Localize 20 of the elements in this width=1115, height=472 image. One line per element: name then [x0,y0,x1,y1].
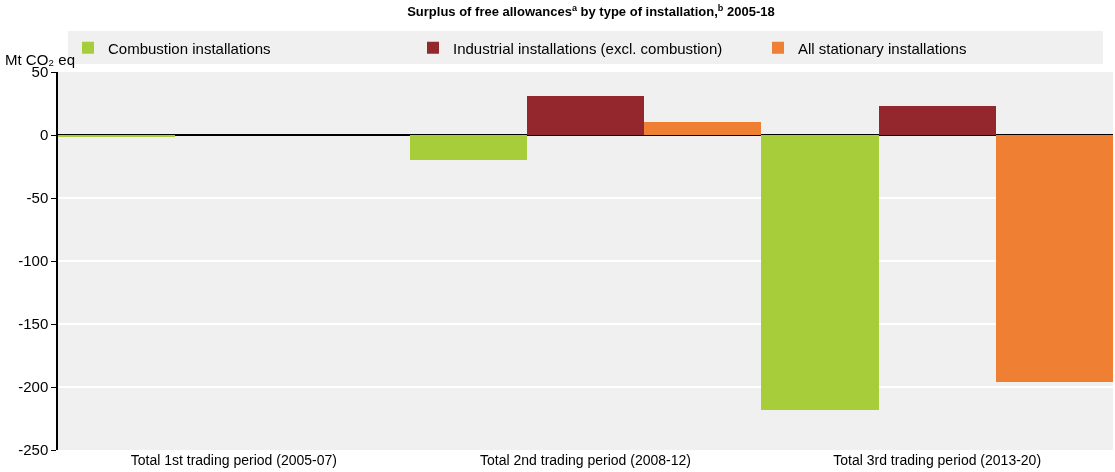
bar [761,135,879,410]
y-tick-label: -150 [18,315,49,333]
legend-label: Industrial installations (excl. combustion) [453,39,723,57]
bar [644,122,761,135]
bar [410,135,527,160]
y-tick-label: -100 [18,252,49,270]
legend-label: All stationary installations [798,39,967,57]
x-tick-label: Total 3rd trading period (2013-20) [833,452,1042,468]
chart-title: Surplus of free allowances$^{a}$ by type of installation,$^{b}$ 2005-18 [407,2,775,20]
y-axis-title: Mt CO₂ eq [5,51,76,68]
x-tick-label: Total 1st trading period (2005-07) [130,452,337,468]
y-tick-label: 0 [39,126,49,144]
bar [527,96,644,135]
bar [879,106,996,135]
y-tick-label: -50 [26,189,49,207]
x-tick-label: Total 2nd trading period (2008-12) [480,452,691,468]
y-tick-label: -250 [18,441,49,459]
legend-label: Combustion installations [108,39,271,57]
y-tick-label: -200 [18,378,49,396]
bar [996,135,1113,382]
